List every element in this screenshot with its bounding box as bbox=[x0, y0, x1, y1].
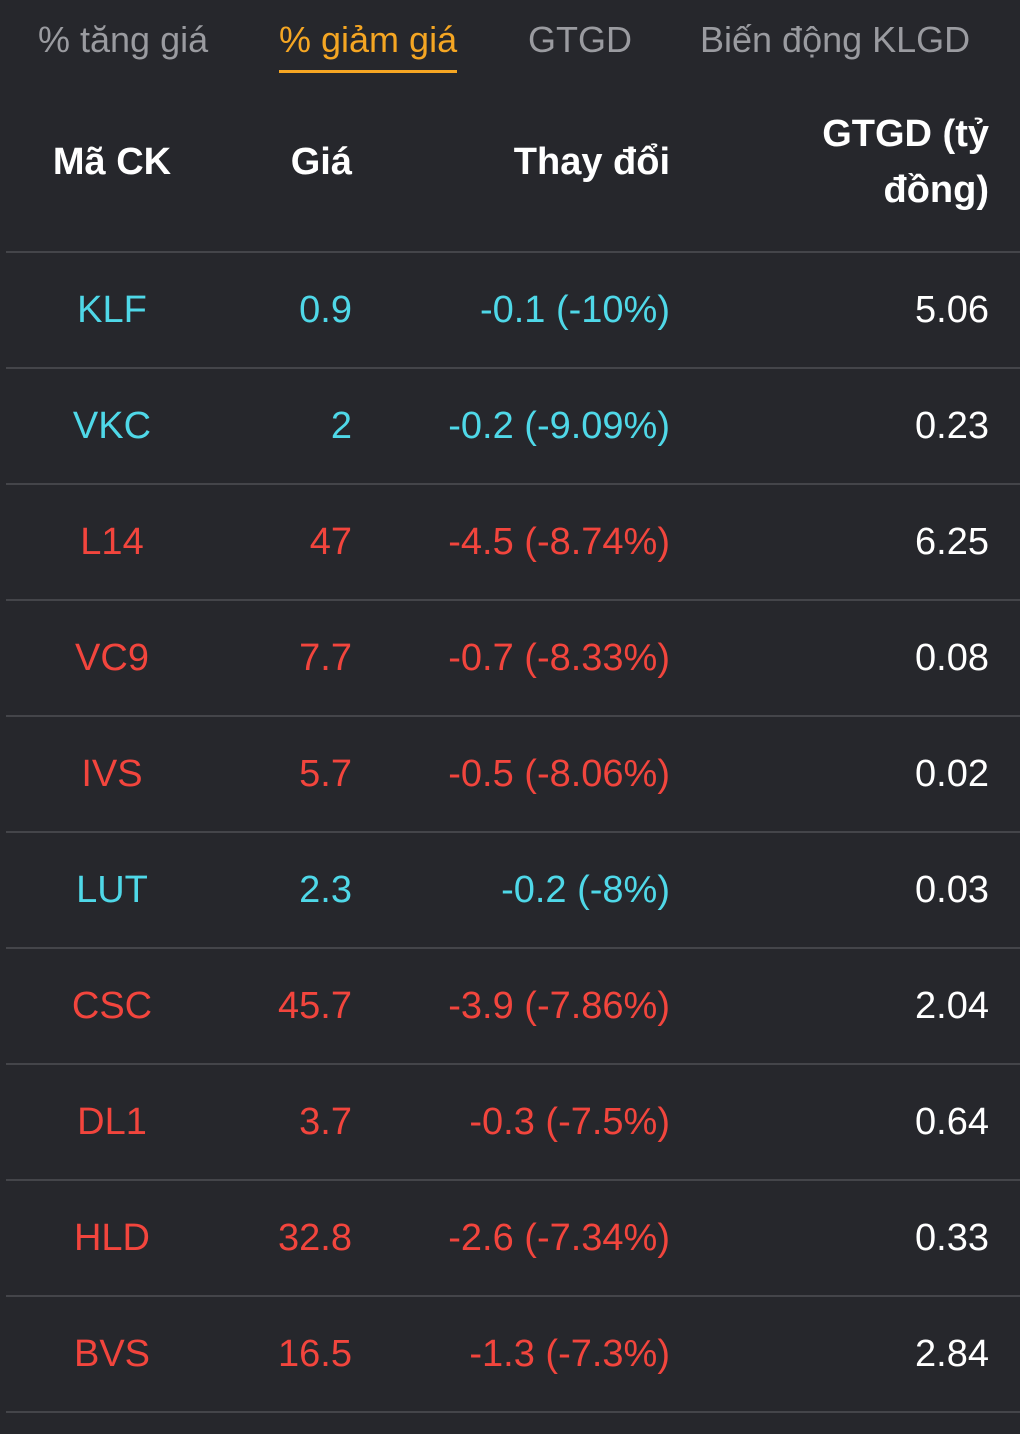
stock-change: -4.5 (-8.74%) bbox=[448, 521, 670, 563]
tab-bar: % tăng giá % giảm giá GTGD Biến động KLG… bbox=[0, 0, 1020, 90]
stock-code[interactable]: CSC bbox=[71, 985, 153, 1027]
tab-trading-value[interactable]: GTGD bbox=[528, 19, 632, 60]
stock-trading-value: 0.08 bbox=[915, 637, 989, 679]
stock-price: 7.7 bbox=[299, 637, 352, 679]
stock-change: -0.2 (-9.09%) bbox=[448, 405, 670, 447]
tab-top-losers-label: % giảm giá bbox=[279, 19, 458, 60]
tab-top-losers[interactable]: % giảm giá bbox=[279, 18, 458, 73]
tab-top-gainers[interactable]: % tăng giá bbox=[38, 19, 209, 60]
stock-trading-value: 0.64 bbox=[915, 1101, 989, 1143]
stock-code[interactable]: VC9 bbox=[75, 637, 149, 679]
table-body: KLF 0.9 -0.1 (-10%) 5.06 VKC 2 -0.2 (-9.09%) 0.… bbox=[6, 253, 1020, 1413]
stock-trading-value: 2.84 bbox=[915, 1333, 989, 1375]
table-header: Mã CK Giá Thay đổi GTGD (tỷ đồng) bbox=[6, 96, 1020, 253]
stock-change: -0.7 (-8.33%) bbox=[448, 637, 670, 679]
tab-volume-change[interactable]: Biến động KLGD bbox=[700, 19, 971, 60]
stock-price: 5.7 bbox=[299, 753, 352, 795]
stock-trading-value: 0.23 bbox=[915, 405, 989, 447]
stock-code[interactable]: BVS bbox=[73, 1333, 151, 1375]
header-code[interactable]: Mã CK bbox=[52, 141, 172, 183]
stock-change: -0.3 (-7.5%) bbox=[469, 1101, 670, 1143]
stock-price: 45.7 bbox=[278, 985, 352, 1027]
table-row[interactable]: VKC 2 -0.2 (-9.09%) 0.23 bbox=[6, 369, 1020, 485]
table-row[interactable]: CSC 45.7 -3.9 (-7.86%) 2.04 bbox=[6, 949, 1020, 1065]
stock-code[interactable]: DL1 bbox=[77, 1101, 147, 1143]
header-trading-value-line1: GTGD (tỷ bbox=[822, 113, 989, 155]
table-row[interactable]: IVS 5.7 -0.5 (-8.06%) 0.02 bbox=[6, 717, 1020, 833]
table-row[interactable]: VC9 7.7 -0.7 (-8.33%) 0.08 bbox=[6, 601, 1020, 717]
stock-change: -0.5 (-8.06%) bbox=[448, 753, 670, 795]
stock-code[interactable]: LUT bbox=[76, 869, 148, 911]
stock-trading-value: 0.03 bbox=[915, 869, 989, 911]
stock-price: 0.9 bbox=[299, 289, 352, 331]
stock-code[interactable]: VKC bbox=[72, 405, 152, 447]
table-row[interactable]: HLD 32.8 -2.6 (-7.34%) 0.33 bbox=[6, 1181, 1020, 1297]
stock-price: 16.5 bbox=[278, 1333, 352, 1375]
stock-code[interactable]: L14 bbox=[80, 521, 144, 563]
table-row[interactable]: DL1 3.7 -0.3 (-7.5%) 0.64 bbox=[6, 1065, 1020, 1181]
stock-price: 47 bbox=[309, 521, 352, 563]
stock-table: Mã CK Giá Thay đổi GTGD (tỷ đồng) KLF 0.9… bbox=[6, 96, 1020, 1413]
header-trading-value[interactable]: GTGD (tỷ đồng) bbox=[729, 106, 989, 218]
header-trading-value-line2: đồng) bbox=[883, 169, 989, 211]
stock-trading-value: 6.25 bbox=[915, 521, 989, 563]
stock-price: 3.7 bbox=[299, 1101, 352, 1143]
stock-code[interactable]: KLF bbox=[77, 289, 147, 331]
stock-trading-value: 5.06 bbox=[915, 289, 989, 331]
table-row[interactable]: KLF 0.9 -0.1 (-10%) 5.06 bbox=[6, 253, 1020, 369]
header-price[interactable]: Giá bbox=[290, 141, 352, 183]
header-change[interactable]: Thay đổi bbox=[513, 141, 670, 183]
stock-change: -3.9 (-7.86%) bbox=[448, 985, 670, 1027]
stock-change: -0.2 (-8%) bbox=[501, 869, 670, 911]
stock-change: -0.1 (-10%) bbox=[479, 289, 670, 331]
table-row[interactable]: LUT 2.3 -0.2 (-8%) 0.03 bbox=[6, 833, 1020, 949]
stock-trading-value: 0.33 bbox=[915, 1217, 989, 1259]
stock-price: 2.3 bbox=[299, 869, 352, 911]
stock-change: -1.3 (-7.3%) bbox=[469, 1333, 670, 1375]
table-row[interactable]: BVS 16.5 -1.3 (-7.3%) 2.84 bbox=[6, 1297, 1020, 1413]
stock-price: 32.8 bbox=[278, 1217, 352, 1259]
stock-price: 2 bbox=[330, 405, 352, 447]
stock-trading-value: 2.04 bbox=[915, 985, 989, 1027]
stock-code[interactable]: HLD bbox=[73, 1217, 151, 1259]
stock-code[interactable]: IVS bbox=[81, 753, 143, 795]
stock-trading-value: 0.02 bbox=[915, 753, 989, 795]
active-tab-indicator bbox=[279, 70, 458, 73]
table-row[interactable]: L14 47 -4.5 (-8.74%) 6.25 bbox=[6, 485, 1020, 601]
stock-change: -2.6 (-7.34%) bbox=[448, 1217, 670, 1259]
